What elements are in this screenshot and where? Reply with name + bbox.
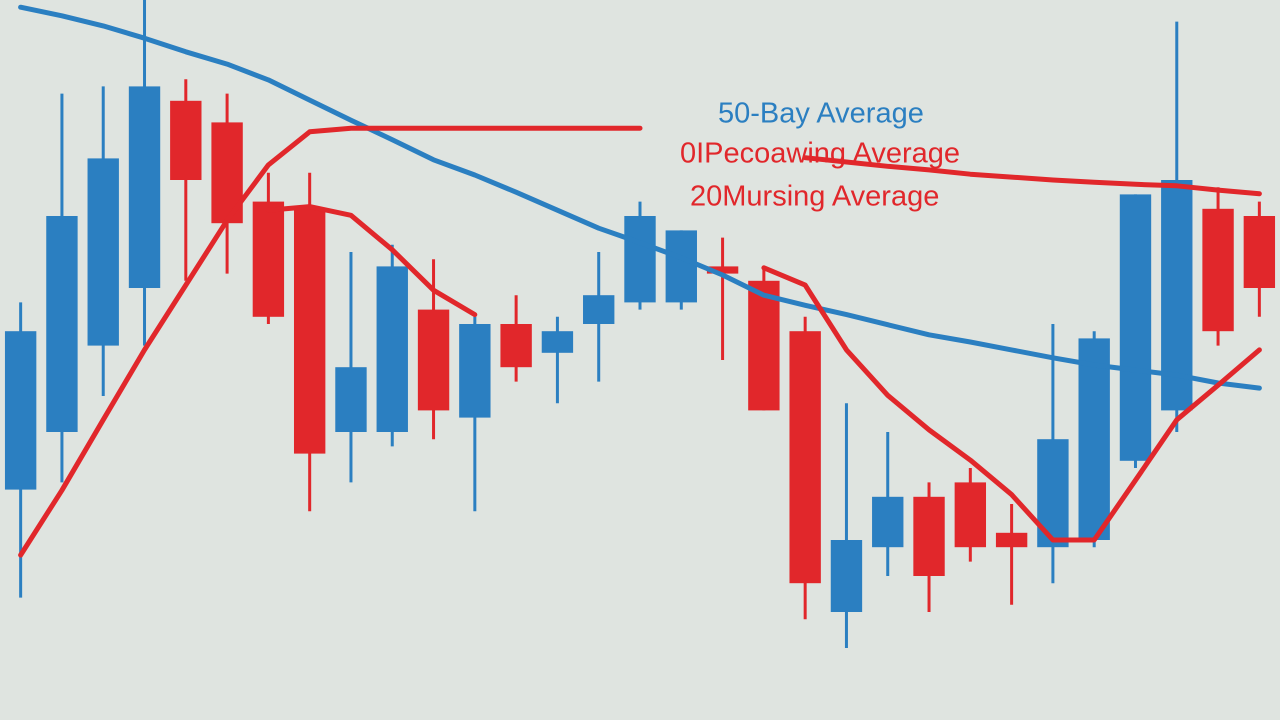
moving-average-line bbox=[265, 204, 1262, 543]
candle-body bbox=[459, 324, 491, 418]
candle-body bbox=[789, 331, 821, 584]
candle-body bbox=[624, 216, 656, 303]
candle-body bbox=[500, 324, 532, 368]
candle-body bbox=[954, 482, 987, 548]
candle-body bbox=[417, 309, 450, 411]
candle-body bbox=[872, 496, 904, 548]
candle-body bbox=[541, 331, 574, 353]
candle-body bbox=[830, 540, 863, 612]
legend-label: 20Mursing Average bbox=[690, 181, 939, 213]
candle-body bbox=[170, 100, 202, 180]
candle-body bbox=[665, 230, 697, 303]
candle-body bbox=[87, 158, 119, 346]
moving-average-line bbox=[18, 4, 1262, 391]
candle-body bbox=[335, 367, 367, 432]
candle-body bbox=[252, 201, 285, 317]
candle-body bbox=[1119, 194, 1152, 461]
candle-body bbox=[1202, 208, 1234, 332]
candle-body bbox=[293, 208, 326, 454]
legend-label: 50-Bay Average bbox=[718, 98, 924, 130]
candle-body bbox=[748, 280, 780, 411]
legend-label: 0IPecoawing Average bbox=[680, 138, 960, 170]
moving-average-line bbox=[18, 125, 1262, 558]
candle-body bbox=[4, 331, 37, 490]
candle-body bbox=[706, 266, 739, 274]
candle-body bbox=[995, 532, 1028, 548]
candle-body bbox=[128, 86, 161, 289]
candle-body bbox=[46, 216, 78, 432]
candle-body bbox=[1243, 216, 1276, 288]
candle-body bbox=[1078, 338, 1110, 540]
candle-body bbox=[376, 266, 408, 432]
candle-body bbox=[583, 295, 615, 324]
candle-body bbox=[913, 496, 945, 576]
